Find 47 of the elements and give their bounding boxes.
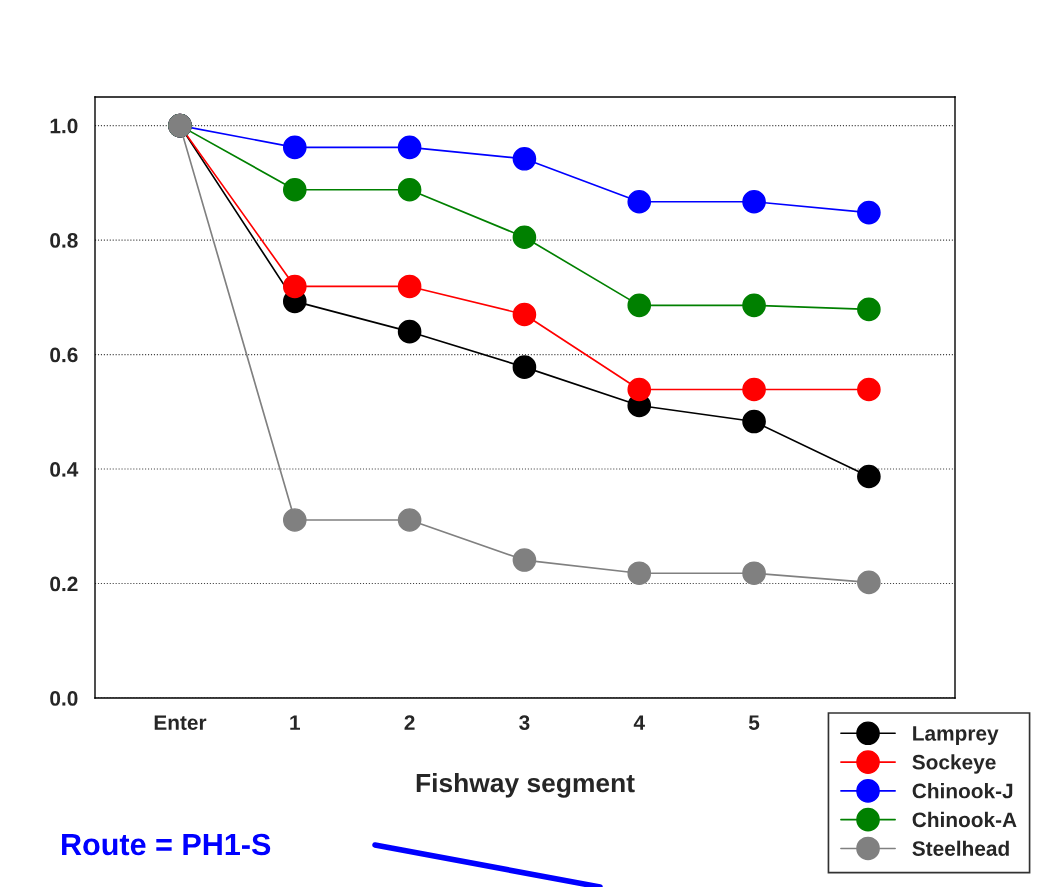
y-tick-label: 0.2 [50,576,78,592]
point [397,177,422,202]
point [627,377,652,402]
point [742,561,766,586]
x-tick-label: Enter [154,715,207,730]
y-tick-label: 0.0 [50,691,78,706]
point [397,135,422,160]
point [512,147,537,171]
point [857,570,881,595]
y-tick-label: 0.6 [50,347,78,363]
x-tick-label: 1 [290,715,300,730]
point [282,508,307,532]
x-tick-label: 4 [633,715,645,730]
point [742,293,766,318]
x-tick-label: 5 [748,715,760,730]
point [282,274,307,299]
legend-label: Chinook-A [912,811,1017,828]
point [742,377,766,402]
point [282,135,307,160]
point [397,319,422,344]
legend-label: Sockeye [912,754,996,774]
point [512,548,537,572]
point [397,508,422,532]
point [282,177,307,202]
y-tick-label: 0.8 [50,233,78,248]
point [857,464,881,489]
text: Route = PH1-S [62,833,271,856]
point [512,355,537,379]
legend-label: Steelhead [912,840,1009,856]
point [627,189,652,214]
point [397,274,422,299]
point [742,409,766,434]
x-tick-label: 3 [519,715,530,730]
point [742,189,766,214]
point [627,293,652,318]
x-axis-title: Fishway segment [416,772,635,798]
y-tick-label: 1.0 [50,118,78,134]
point [857,297,881,322]
point [512,225,537,250]
y-tick-label: 0.4 [50,462,79,477]
point [627,561,652,586]
point [857,377,881,402]
point [857,200,881,225]
point [512,302,537,327]
legend-label: Chinook-J [912,783,1013,799]
x-tick-label: 2 [404,715,415,730]
legend-label: Lamprey [913,726,999,745]
